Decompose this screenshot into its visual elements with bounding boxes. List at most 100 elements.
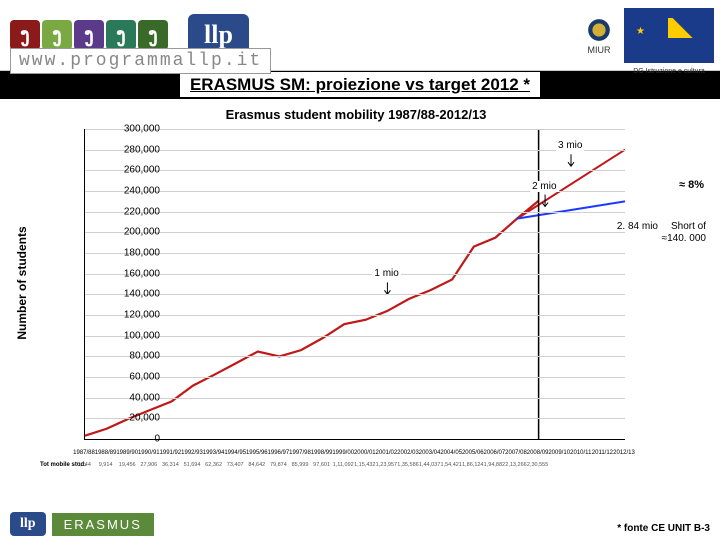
miur-label: MIUR	[584, 45, 614, 55]
x-tick: 1999/00	[332, 450, 354, 456]
x-tick: 2008/09	[527, 450, 549, 456]
gridline	[85, 356, 625, 357]
x-tick: 2012/13	[613, 450, 635, 456]
x-tick: 2001/02	[376, 450, 398, 456]
value-label: 79,874	[270, 462, 287, 468]
y-tick: 200,000	[124, 227, 160, 238]
x-tick: 1989/90	[116, 450, 138, 456]
y-tick: 20,000	[129, 413, 160, 424]
value-label: 1,86,124	[462, 462, 483, 468]
annot-short-of: Short of	[671, 221, 706, 232]
value-label: 1,35,586	[397, 462, 418, 468]
value-label: 84,642	[248, 462, 265, 468]
x-tick: 2002/03	[397, 450, 419, 456]
title-bar: ERASMUS SM: proiezione vs target 2012 *	[0, 71, 720, 99]
x-tick: 1993/94	[203, 450, 225, 456]
x-tick: 2000/01	[354, 450, 376, 456]
gridline	[85, 377, 625, 378]
y-tick: 80,000	[129, 351, 160, 362]
x-tick: 2011/12	[592, 450, 613, 456]
swirl-icon: ງ	[42, 20, 72, 50]
gridline	[85, 418, 625, 419]
x-tick: 1994/95	[224, 450, 246, 456]
y-tick: 60,000	[129, 372, 160, 383]
gridline	[85, 315, 625, 316]
y-axis-label: Number of students	[15, 226, 29, 339]
value-label: 62,362	[205, 462, 222, 468]
chart-annotation: 3 mio	[556, 140, 584, 151]
chart-area: Erasmus student mobility 1987/88-2012/13…	[6, 103, 706, 498]
y-tick: 100,000	[124, 330, 160, 341]
y-tick: 120,000	[124, 310, 160, 321]
value-label: 1,23,957	[376, 462, 397, 468]
value-label: 1,11,092	[333, 462, 354, 468]
y-tick: 220,000	[124, 206, 160, 217]
y-tick: 280,000	[124, 144, 160, 155]
swirl-icon: ງ	[74, 20, 104, 50]
gridline	[85, 253, 625, 254]
gridline	[85, 212, 625, 213]
page-title: ERASMUS SM: proiezione vs target 2012 *	[180, 72, 540, 97]
swirl-icon: ງ	[138, 20, 168, 50]
y-tick: 0	[154, 434, 160, 445]
value-label: 19,456	[119, 462, 136, 468]
x-tick: 1988/89	[95, 450, 117, 456]
value-label: 51,694	[184, 462, 201, 468]
x-tick: 2003/04	[419, 450, 441, 456]
x-tick: 2007/08	[505, 450, 527, 456]
chart-svg	[85, 129, 625, 439]
x-tick: 2009/10	[548, 450, 570, 456]
value-label: 3,244	[77, 462, 91, 468]
gridline	[85, 232, 625, 233]
chart-title: Erasmus student mobility 1987/88-2012/13	[6, 103, 706, 122]
chart-annotation: 2 mio	[530, 181, 558, 192]
y-tick: 300,000	[124, 124, 160, 135]
annot-8pct: ≈ 8%	[679, 179, 704, 191]
y-tick: 260,000	[124, 165, 160, 176]
value-label: 1,44,037	[419, 462, 440, 468]
x-tick: 2010/11	[570, 450, 591, 456]
llp-small-logo: llp	[10, 512, 46, 536]
value-label: 2,30,555	[527, 462, 548, 468]
y-tick: 180,000	[124, 248, 160, 259]
miur-block: MIUR	[584, 15, 614, 55]
x-tick: 2004/05	[440, 450, 462, 456]
value-label: 1,54,421	[440, 462, 461, 468]
miur-emblem-icon	[584, 15, 614, 45]
x-tick: 1998/99	[311, 450, 333, 456]
value-label: 1,15,432	[354, 462, 375, 468]
x-tick: 1995/96	[246, 450, 268, 456]
y-tick: 40,000	[129, 392, 160, 403]
eu-flag-icon: DG Istruzione e cultura	[624, 8, 714, 63]
value-label: 1,94,882	[484, 462, 505, 468]
x-tick: 1997/98	[289, 450, 311, 456]
annot-284mio: 2. 84 mio	[617, 221, 658, 232]
value-label: 36,314	[162, 462, 179, 468]
chart-annotation: 1 mio	[372, 268, 400, 279]
swirl-icon: ງ	[10, 20, 40, 50]
gridline	[85, 274, 625, 275]
value-label: 27,906	[140, 462, 157, 468]
gridline	[85, 398, 625, 399]
value-label: 9,914	[99, 462, 113, 468]
footer-logos: llp ERASMUS	[10, 512, 154, 536]
value-label: 2,13,266	[505, 462, 526, 468]
gridline	[85, 170, 625, 171]
gridline	[85, 294, 625, 295]
eu-caption: DG Istruzione e cultura	[624, 68, 714, 75]
value-label: 85,999	[292, 462, 309, 468]
x-tick: 1987/88	[73, 450, 95, 456]
swirl-icon: ງ	[106, 20, 136, 50]
x-tick: 2006/07	[484, 450, 506, 456]
program-url: www.programmallp.it	[10, 48, 271, 74]
gridline	[85, 129, 625, 130]
x-tick: 1996/97	[268, 450, 290, 456]
value-label: 73,407	[227, 462, 244, 468]
plot-region	[84, 129, 625, 440]
value-label: 97,601	[313, 462, 330, 468]
y-tick: 240,000	[124, 186, 160, 197]
x-tick: 2005/06	[462, 450, 484, 456]
erasmus-badge: ERASMUS	[52, 513, 154, 536]
gridline	[85, 150, 625, 151]
y-tick: 140,000	[124, 289, 160, 300]
